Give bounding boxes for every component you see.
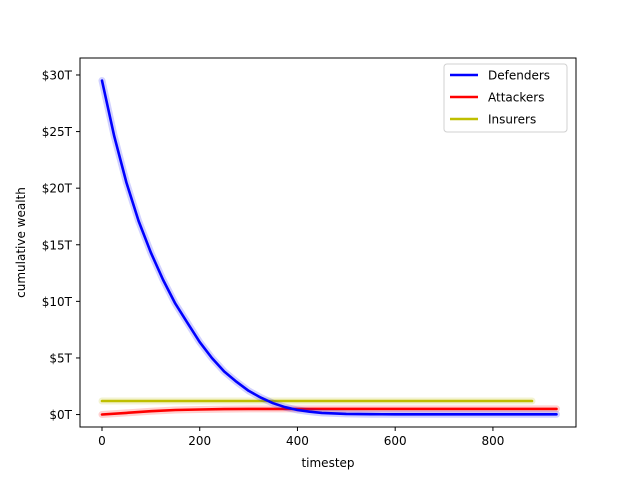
x-tick-label: 600 — [384, 434, 407, 448]
x-axis: 0 200 400 600 800 — [98, 427, 504, 448]
x-axis-label: timestep — [301, 456, 354, 470]
legend-item: Insurers — [450, 113, 536, 127]
y-tick-label: $5T — [49, 351, 72, 365]
legend-label: Insurers — [488, 113, 536, 127]
y-tick-label: $30T — [42, 68, 73, 82]
x-tick-label: 200 — [188, 434, 211, 448]
legend-label: Attackers — [488, 91, 544, 105]
y-tick-label: $25T — [42, 125, 73, 139]
legend-item: Attackers — [450, 91, 544, 105]
y-tick-label: $20T — [42, 182, 73, 196]
legend-label: Defenders — [488, 69, 550, 83]
y-tick-label: $10T — [42, 295, 73, 309]
x-tick-label: 0 — [98, 434, 106, 448]
series-defenders — [98, 77, 560, 418]
series-line — [100, 407, 558, 416]
series-line — [100, 79, 558, 416]
y-axis-label: cumulative wealth — [14, 187, 28, 298]
x-tick-label: 400 — [286, 434, 309, 448]
y-tick-label: $0T — [49, 408, 72, 422]
y-tick-label: $15T — [42, 238, 73, 252]
legend: Defenders Attackers Insurers — [443, 63, 568, 133]
plot-area — [98, 77, 560, 418]
legend-box — [443, 63, 568, 133]
legend-item: Defenders — [450, 69, 550, 83]
axes-frame — [79, 57, 577, 428]
x-tick-label: 800 — [481, 434, 504, 448]
series-attackers — [98, 405, 560, 418]
y-axis: $0T $5T $10T $15T $20T $25T $30T — [42, 68, 80, 422]
